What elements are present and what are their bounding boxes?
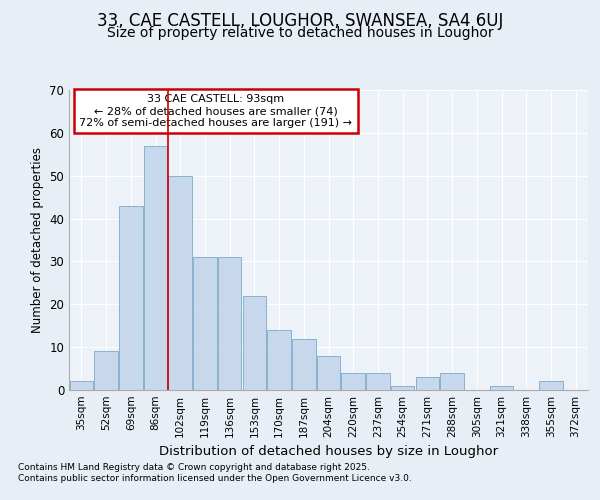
Bar xyxy=(539,382,563,390)
Bar xyxy=(292,338,316,390)
Bar xyxy=(440,373,464,390)
Text: Contains public sector information licensed under the Open Government Licence v3: Contains public sector information licen… xyxy=(18,474,412,483)
Bar xyxy=(119,206,143,390)
Bar xyxy=(366,373,389,390)
Bar xyxy=(391,386,415,390)
Bar xyxy=(94,352,118,390)
Y-axis label: Number of detached properties: Number of detached properties xyxy=(31,147,44,333)
Bar xyxy=(341,373,365,390)
Bar xyxy=(317,356,340,390)
Bar xyxy=(70,382,93,390)
Bar xyxy=(169,176,192,390)
Bar xyxy=(490,386,513,390)
Text: 33, CAE CASTELL, LOUGHOR, SWANSEA, SA4 6UJ: 33, CAE CASTELL, LOUGHOR, SWANSEA, SA4 6… xyxy=(97,12,503,30)
Bar xyxy=(144,146,167,390)
Bar xyxy=(268,330,291,390)
Bar xyxy=(242,296,266,390)
Text: Size of property relative to detached houses in Loughor: Size of property relative to detached ho… xyxy=(107,26,493,40)
Text: 33 CAE CASTELL: 93sqm
← 28% of detached houses are smaller (74)
72% of semi-deta: 33 CAE CASTELL: 93sqm ← 28% of detached … xyxy=(79,94,352,128)
Bar xyxy=(416,377,439,390)
Text: Contains HM Land Registry data © Crown copyright and database right 2025.: Contains HM Land Registry data © Crown c… xyxy=(18,462,370,471)
Bar xyxy=(218,257,241,390)
X-axis label: Distribution of detached houses by size in Loughor: Distribution of detached houses by size … xyxy=(159,446,498,458)
Bar xyxy=(193,257,217,390)
